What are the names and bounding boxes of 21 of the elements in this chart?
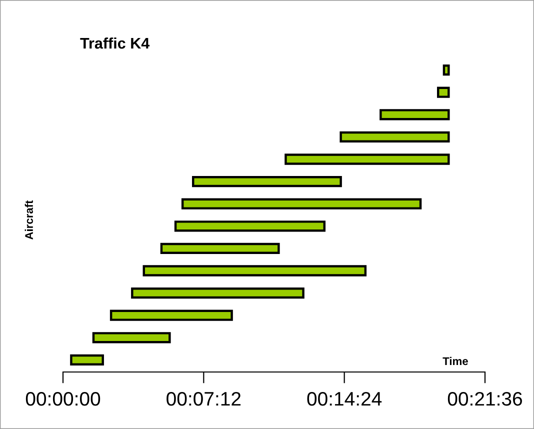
bar <box>131 287 304 299</box>
bar <box>380 109 450 120</box>
bar <box>192 176 342 188</box>
x-axis-title: Time <box>442 356 468 366</box>
chart-title: Traffic K4 <box>80 37 150 49</box>
bar <box>442 64 450 76</box>
bar <box>110 310 233 321</box>
bar <box>340 131 450 143</box>
bar <box>92 332 171 344</box>
bar <box>174 220 326 232</box>
x-tick-label: 00:21:36 <box>448 392 522 406</box>
bar <box>284 154 450 165</box>
x-tick-label: 00:00:00 <box>26 392 100 406</box>
x-tick-label: 00:14:24 <box>307 392 382 406</box>
bar <box>160 242 280 254</box>
bar <box>142 265 367 276</box>
x-tick-label: 00:07:12 <box>166 392 241 406</box>
bar <box>70 354 104 366</box>
bar <box>181 198 422 210</box>
y-axis-title: Aircraft <box>24 200 33 240</box>
bar <box>437 86 450 98</box>
